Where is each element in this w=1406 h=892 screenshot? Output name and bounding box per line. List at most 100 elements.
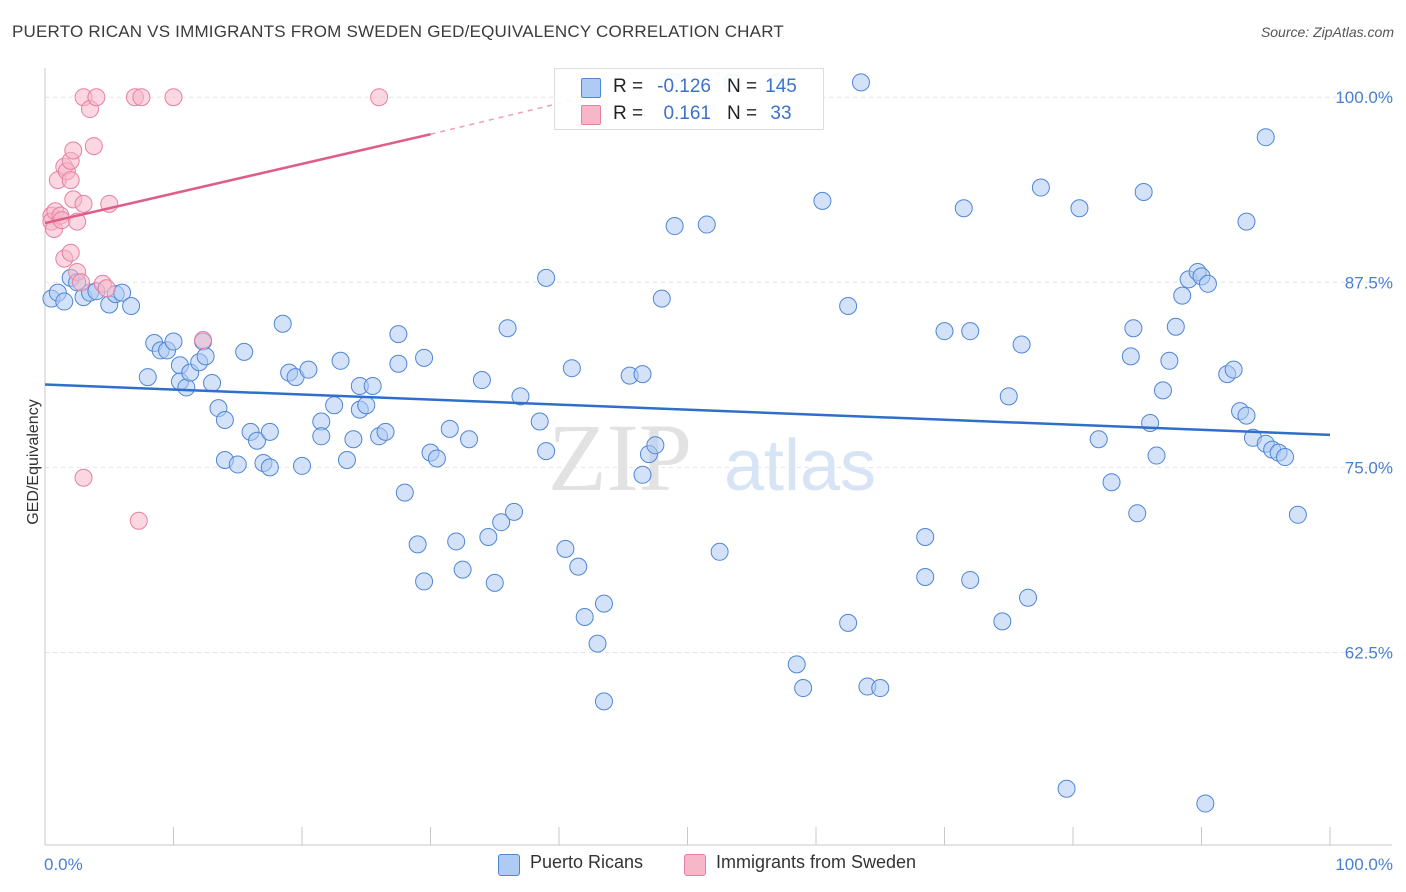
data-point (1166, 317, 1185, 336)
tick-labels: 62.5% 75.0% 87.5% 100.0% 0.0% 100.0% (44, 88, 1393, 874)
data-point (794, 679, 813, 698)
data-point (562, 359, 581, 378)
data-point (331, 351, 350, 370)
data-point (408, 535, 427, 554)
data-point (389, 354, 408, 373)
data-point (569, 557, 588, 576)
data-point (453, 560, 472, 579)
chart-title: PUERTO RICAN VS IMMIGRANTS FROM SWEDEN G… (12, 22, 784, 41)
stats-row-puerto-ricans: R = -0.126 N = 145 (555, 74, 823, 100)
data-point (575, 607, 594, 626)
data-point (505, 502, 524, 521)
trend-line-immigrants-from-sweden (44, 133, 431, 225)
data-point (1173, 286, 1192, 305)
data-point (164, 332, 183, 351)
data-point (164, 88, 183, 107)
data-point (479, 528, 498, 546)
watermark-atlas: atlas (724, 426, 876, 506)
data-point (594, 594, 613, 613)
data-point (916, 567, 935, 586)
data-point (530, 412, 549, 431)
data-point (511, 387, 530, 406)
data-point (273, 314, 292, 333)
data-point (74, 468, 93, 487)
data-point (260, 422, 279, 441)
data-point (1237, 406, 1256, 425)
stats-box: R = -0.126 N = 145 R = 0.161 N = 33 (554, 68, 824, 130)
legend-swatch-pink (684, 854, 706, 876)
r-label: R = (613, 76, 644, 97)
data-point (537, 442, 556, 461)
data-point (177, 378, 196, 397)
data-point (344, 430, 363, 449)
data-point (1121, 347, 1140, 366)
data-point (1128, 504, 1147, 523)
data-point (196, 347, 215, 366)
data-point (312, 427, 331, 446)
data-point (498, 319, 517, 338)
legend-label: Immigrants from Sweden (716, 852, 917, 872)
swatch-blue (581, 78, 601, 98)
data-point (961, 570, 980, 589)
data-point (194, 331, 213, 350)
data-point (1012, 335, 1031, 354)
data-point (851, 73, 870, 92)
series-puerto-ricans (42, 73, 1307, 813)
data-point (1224, 360, 1243, 379)
data-point (248, 431, 267, 450)
data-point (357, 396, 376, 415)
data-point (787, 655, 806, 674)
data-point (839, 297, 858, 315)
y-tick-label: 75.0% (1345, 458, 1393, 477)
data-point (215, 411, 234, 430)
n-value: 145 (765, 76, 797, 97)
data-point (1160, 351, 1179, 370)
data-point (55, 292, 74, 311)
data-point (697, 215, 716, 234)
data-point (472, 371, 491, 390)
data-point (1019, 588, 1038, 607)
data-point (813, 191, 832, 210)
data-point (633, 465, 652, 484)
data-point (389, 325, 408, 344)
data-point (415, 572, 434, 591)
data-point (839, 613, 858, 632)
data-point (1147, 446, 1166, 465)
data-point (665, 217, 684, 236)
stats-row-immigrants-from-sweden: R = 0.161 N = 33 (555, 101, 823, 127)
data-point (61, 243, 80, 262)
n-label: N = (727, 76, 758, 97)
data-point (999, 387, 1018, 406)
watermark: ZIP atlas (548, 404, 876, 511)
data-point (447, 532, 466, 551)
grid-lines (45, 96, 1392, 653)
data-point (652, 289, 671, 308)
data-point (293, 456, 311, 475)
data-point (537, 268, 556, 287)
data-point (260, 458, 279, 477)
y-tick-label: 62.5% (1345, 644, 1393, 663)
data-point (916, 528, 935, 546)
data-point (61, 171, 80, 190)
data-point (71, 273, 90, 292)
data-point (395, 483, 414, 502)
data-point (1237, 212, 1256, 231)
data-point (1089, 430, 1108, 449)
data-point (235, 342, 254, 361)
data-point (370, 88, 389, 107)
data-point (132, 88, 151, 107)
data-point (1102, 473, 1121, 492)
data-point (1153, 381, 1172, 400)
data-point (1031, 178, 1050, 197)
data-point (993, 612, 1012, 631)
legend-label: Puerto Ricans (530, 852, 644, 872)
data-point (299, 360, 318, 379)
data-point (954, 199, 973, 218)
data-point (203, 374, 222, 392)
data-point (646, 436, 665, 455)
y-tick-label: 100.0% (1335, 88, 1393, 107)
data-point (1256, 128, 1275, 147)
data-point (97, 279, 116, 298)
data-point (87, 88, 106, 107)
